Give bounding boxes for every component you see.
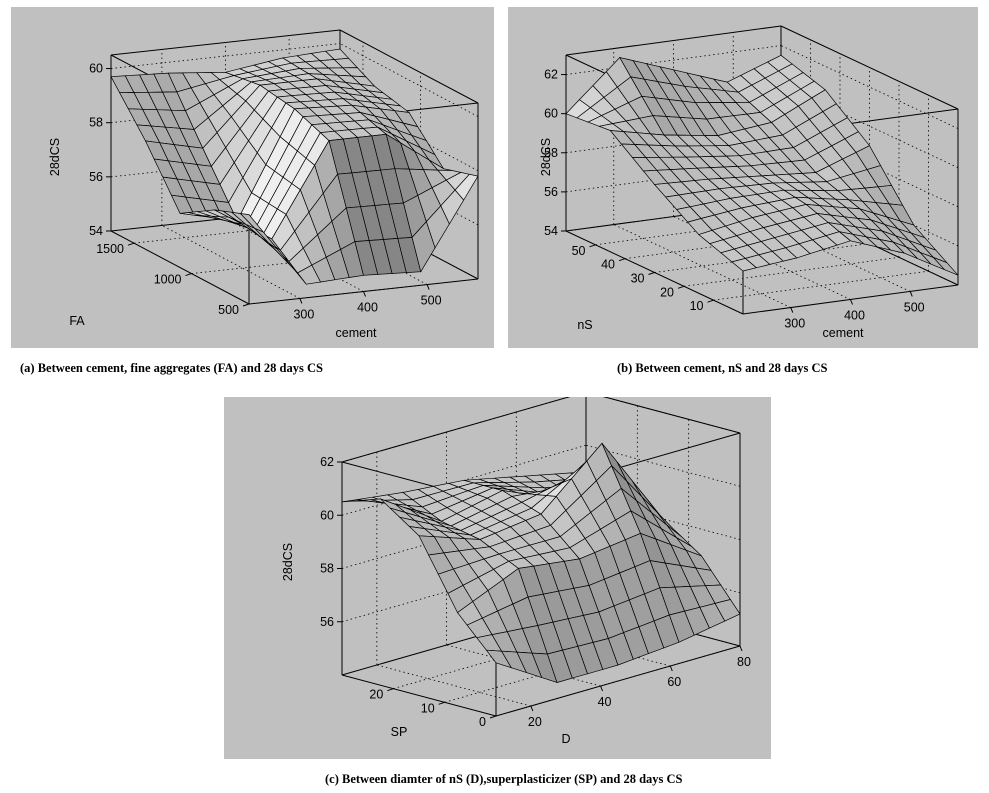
z-tick-label: 58 [320,562,334,576]
x-tick-mark [530,705,534,712]
y-tick-label: 1500 [96,242,124,256]
surface-plot-b-svg: 300 400 500 10 20 30 40 50 54 56 58 60 62 cement nS 28d… [508,7,978,348]
y-tick-mark [185,273,192,277]
grid-z-side [780,45,959,129]
y-tick-label: 0 [479,715,486,729]
surface-facet [454,173,479,201]
z-tick-label: 56 [89,170,103,184]
x-tick-label: 80 [737,655,751,669]
y-tick-label: 10 [421,701,435,715]
z-tick-label: 60 [320,508,334,522]
tick-labels: 300 400 500 500 1000 1500 54 56 58 60 [89,62,441,322]
x-tick-mark [790,307,794,313]
grid-y-floor [683,256,900,287]
surface-plot-c-svg: 20 40 60 80 0 10 20 56 58 60 62 D SP 28dCS [224,397,771,759]
z-tick-label: 60 [89,62,103,76]
surface-facet [714,599,741,622]
surface-mesh [110,48,479,285]
y-tick-mark [127,242,135,246]
y-tick-mark [387,688,394,692]
x-tick-mark [850,299,853,305]
x-tick-label: 400 [357,301,378,315]
grid-y-floor [713,270,929,301]
y-tick-mark [707,299,714,303]
x-tick-mark [669,665,673,672]
x-axis-label: cement [336,326,378,340]
x-tick-label: 300 [784,317,805,331]
z-tick-label: 58 [544,146,558,160]
surface-facet [933,257,959,276]
x-tick-label: 400 [844,309,865,323]
z-tick-label: 62 [544,68,558,82]
surface-plot-a: 300 400 500 500 1000 1500 54 56 58 60 cement FA 28dC… [11,7,494,348]
y-tick-label: 30 [631,272,645,286]
x-tick-mark [909,291,913,297]
y-tick-label: 20 [660,285,674,299]
grid-z-back [565,45,782,75]
z-tick-label: 54 [89,224,103,238]
axis-y-line [341,674,497,717]
y-tick-mark [618,258,626,262]
grid-z-back [341,397,571,463]
z-tick-label: 60 [544,107,558,121]
x-tick-label: 500 [421,294,442,308]
x-tick-label: 300 [293,307,314,321]
z-tick-label: 62 [320,455,334,469]
x-tick-label: 20 [528,715,542,729]
z-axis-label: 28dCS [281,543,295,581]
tick-labels: 300 400 500 10 20 30 40 50 54 56 58 60 62 [544,68,925,331]
y-tick-mark [242,303,250,307]
grid-y-floor [495,645,741,717]
y-tick-mark [677,285,685,289]
y-tick-mark [589,244,596,248]
x-axis-label: D [561,732,570,746]
surface-mesh [341,442,741,684]
y-axis-label: nS [577,318,592,332]
z-tick-label: 56 [544,185,558,199]
surface-plot-c: 20 40 60 80 0 10 20 56 58 60 62 D SP 28dCS [224,397,771,759]
z-tick-label: 58 [89,116,103,130]
y-tick-label: 40 [601,258,615,272]
x-tick-label: 60 [667,675,681,689]
x-tick-mark [426,284,430,290]
caption-c: (c) Between diamter of nS (D),superplast… [325,772,683,786]
y-tick-label: 20 [369,688,383,702]
tick-labels: 20 40 60 80 0 10 20 56 58 60 62 [320,455,751,729]
caption-b: (b) Between cement, nS and 28 days CS [617,361,828,375]
caption-a: (a) Between cement, fine aggregates (FA)… [20,361,323,375]
x-tick-mark [363,291,366,297]
x-tick-mark [600,685,604,692]
y-axis-label: SP [391,725,408,739]
x-axis-label: cement [823,326,865,340]
x-tick-label: 500 [904,300,925,314]
x-tick-label: 40 [598,695,612,709]
y-tick-mark [489,715,497,719]
z-axis-label: 28dCS [48,138,62,176]
y-tick-label: 500 [218,303,239,317]
y-tick-mark [438,701,445,705]
x-tick-mark [299,298,303,304]
x-tick-mark [739,645,743,652]
y-tick-label: 1000 [154,273,182,287]
y-tick-label: 50 [572,244,586,258]
surface-plot-a-svg: 300 400 500 500 1000 1500 54 56 58 60 cement FA 28dC… [11,7,494,348]
z-tick-label: 56 [320,615,334,629]
surface-plot-b: 300 400 500 10 20 30 40 50 54 56 58 60 62 cement nS 28d… [508,7,978,348]
z-tick-label: 54 [544,224,558,238]
surface-mesh [565,54,959,276]
grid-x-floor [613,224,791,308]
y-tick-label: 10 [690,299,704,313]
y-axis-label: FA [69,314,85,328]
y-tick-mark [648,272,655,275]
box-top-edge [602,397,741,434]
z-axis-label: 28dCS [539,138,553,176]
box-top-edge [339,29,479,104]
